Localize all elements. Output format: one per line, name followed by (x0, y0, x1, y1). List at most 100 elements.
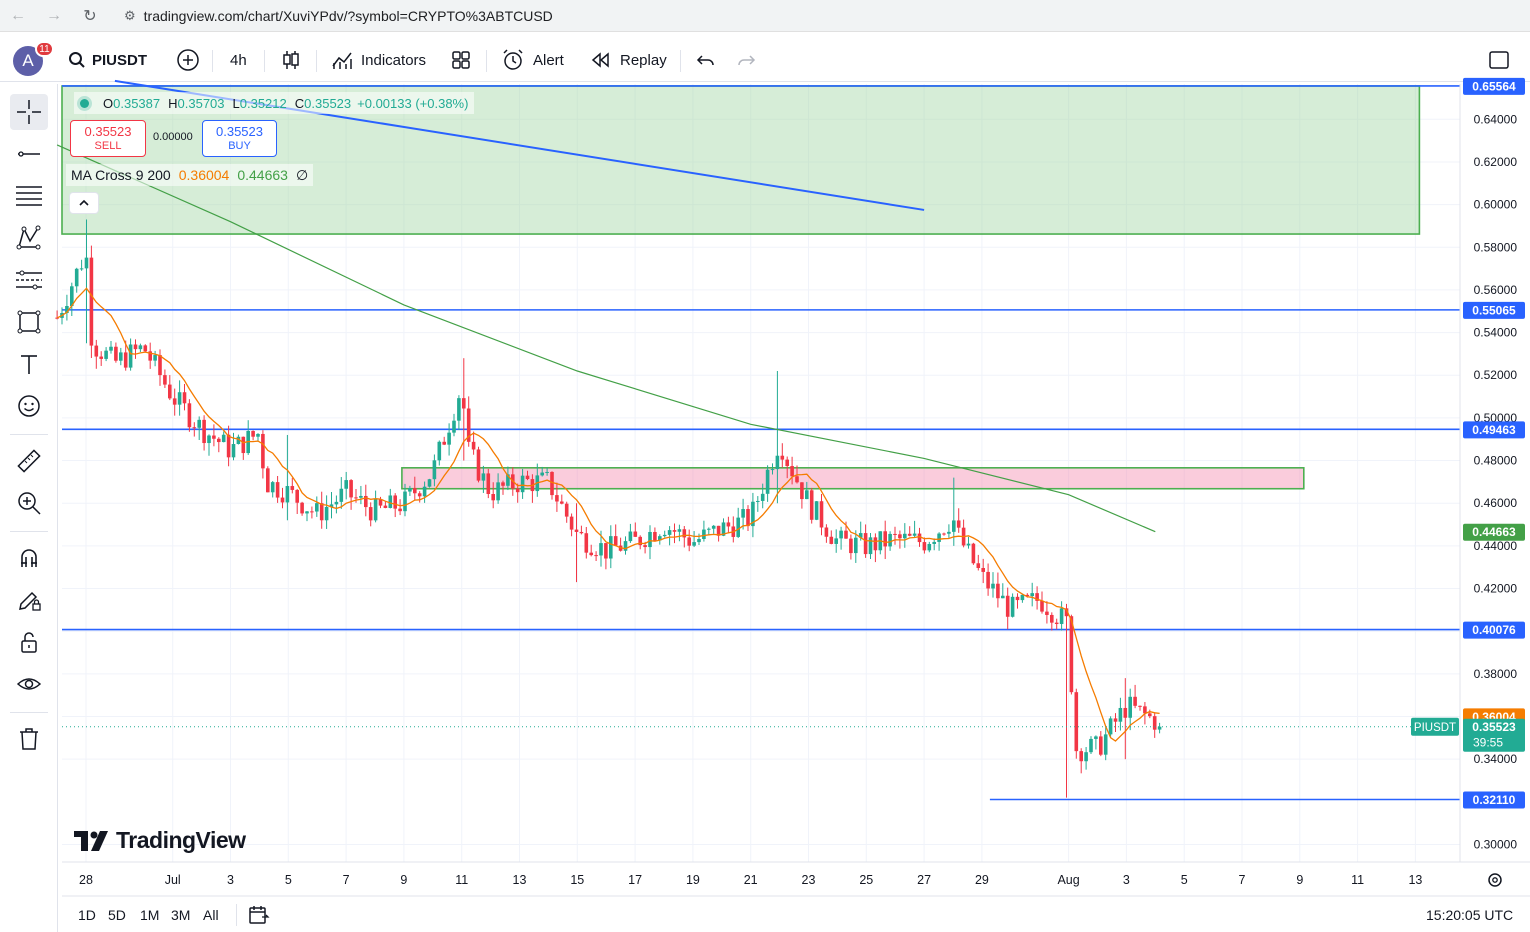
back-icon[interactable]: ← (10, 6, 26, 24)
time-axis[interactable]: 28 Jul 3 5 7 9 11 13 15 17 19 21 23 25 27 29 Aug 3 5 7 9 11 13 (62, 861, 1530, 897)
replay-button[interactable]: Replay (590, 38, 667, 82)
range-5d[interactable]: 5D (108, 907, 126, 923)
candle-body (168, 384, 172, 399)
time-tick-label: 25 (859, 873, 873, 887)
open-label: O (103, 95, 114, 111)
time-tick-label: 15 (570, 873, 584, 887)
indicator-extra: ∅ (295, 166, 309, 183)
candle-body (1084, 752, 1088, 762)
high-label: H (168, 95, 178, 111)
symbol-search[interactable]: PIUSDT (68, 38, 147, 82)
shape-tool[interactable] (10, 304, 48, 340)
sell-button[interactable]: 0.35523 SELL (70, 120, 146, 157)
redo-icon (738, 55, 756, 66)
compare-button[interactable] (176, 38, 200, 82)
redo-button[interactable] (736, 38, 756, 82)
price-tick-label: 0.44000 (1474, 539, 1518, 553)
fullscreen-button[interactable] (1488, 38, 1510, 82)
candle-body (917, 533, 922, 543)
candle-body (942, 533, 946, 535)
undo-button[interactable] (696, 38, 716, 82)
candle-body (952, 520, 956, 532)
candle-body (398, 508, 402, 512)
magnet-tool[interactable] (10, 540, 48, 576)
candle-body (707, 528, 711, 530)
candle-body (417, 493, 422, 497)
hline-price-tag (1463, 77, 1525, 95)
toolbar-divider (264, 50, 265, 72)
time-tick-label: 27 (917, 873, 931, 887)
candle-body (1074, 692, 1079, 752)
candle-body (202, 419, 206, 444)
candle-body (682, 529, 687, 538)
candle-body (564, 503, 569, 517)
candle-body (266, 468, 270, 493)
candle-body (550, 471, 554, 496)
hline-price-label: 0.49463 (1472, 423, 1516, 437)
candle-body (907, 533, 912, 536)
remove-drawings-tool[interactable] (10, 721, 48, 757)
smiley-icon (18, 395, 40, 417)
ohlc-legend: O 0.35387 H 0.35703 L 0.35212 C 0.35523 +0.0… (74, 92, 475, 114)
range-1d[interactable]: 1D (78, 907, 96, 923)
text-tool[interactable] (10, 346, 48, 382)
candle-body (310, 511, 314, 513)
candle-body (912, 533, 917, 536)
buy-button[interactable]: 0.35523 BUY (202, 120, 277, 157)
reload-icon[interactable]: ↻ (83, 7, 97, 25)
collapse-legend-button[interactable] (69, 192, 99, 214)
pattern-tool[interactable] (10, 220, 48, 256)
draw-mode-tool[interactable] (10, 582, 48, 618)
emoji-tool[interactable] (10, 388, 48, 424)
candle-body (349, 480, 353, 498)
indicator-legend[interactable]: MA Cross 9 200 0.36004 0.44663 ∅ (66, 164, 314, 186)
range-all[interactable]: All (203, 907, 219, 923)
candle-body (172, 398, 177, 405)
candle-body (74, 268, 79, 287)
forward-icon[interactable]: → (46, 6, 62, 24)
range-3m[interactable]: 3M (171, 907, 191, 923)
clock-time[interactable]: 15:20:05 UTC (1426, 907, 1514, 923)
candle-body (824, 527, 829, 537)
fib-tool[interactable] (10, 178, 48, 214)
lock-tool[interactable] (10, 624, 48, 660)
zoom-tool[interactable] (10, 485, 48, 521)
alert-button[interactable]: Alert (501, 38, 564, 82)
candle-body (760, 493, 765, 501)
interval-button[interactable]: 4h (230, 51, 247, 69)
fib-lines-icon (16, 186, 42, 206)
candle-body (212, 435, 216, 439)
chart-type-button[interactable] (280, 38, 302, 82)
candle-body (1128, 696, 1132, 718)
ruler-icon (17, 449, 41, 473)
address-bar[interactable]: ⚙ tradingview.com/chart/XuviYPdv/?symbol… (124, 3, 553, 29)
goto-date-button[interactable] (248, 905, 270, 928)
candle-body (89, 257, 94, 346)
candle-body (471, 441, 476, 450)
candle-body (506, 474, 510, 486)
visibility-tool[interactable] (10, 666, 48, 702)
forecast-tool[interactable] (10, 262, 48, 298)
moving-averages (56, 144, 1160, 742)
candle-body (956, 520, 961, 528)
toolbar-divider (10, 434, 48, 435)
crosshair-tool[interactable] (10, 94, 48, 130)
candle-body (339, 488, 344, 502)
indicators-button[interactable]: Indicators (331, 38, 426, 82)
candle-body (991, 583, 995, 589)
close-label: C (294, 95, 305, 111)
candle-body (55, 317, 59, 319)
candles (55, 219, 1162, 798)
site-settings-icon[interactable]: ⚙ (124, 7, 136, 23)
layouts-button[interactable] (451, 38, 471, 82)
measure-tool[interactable] (10, 443, 48, 479)
candle-body (863, 533, 868, 555)
candle-body (324, 506, 329, 521)
chart-settings-icon[interactable] (1488, 873, 1502, 887)
time-tick-label: 13 (513, 873, 527, 887)
candle-body (163, 375, 167, 385)
trend-line-tool[interactable] (10, 136, 48, 172)
range-1m[interactable]: 1M (140, 907, 160, 923)
candle-body (1123, 707, 1128, 718)
hline-price-label: 0.55065 (1472, 303, 1516, 317)
